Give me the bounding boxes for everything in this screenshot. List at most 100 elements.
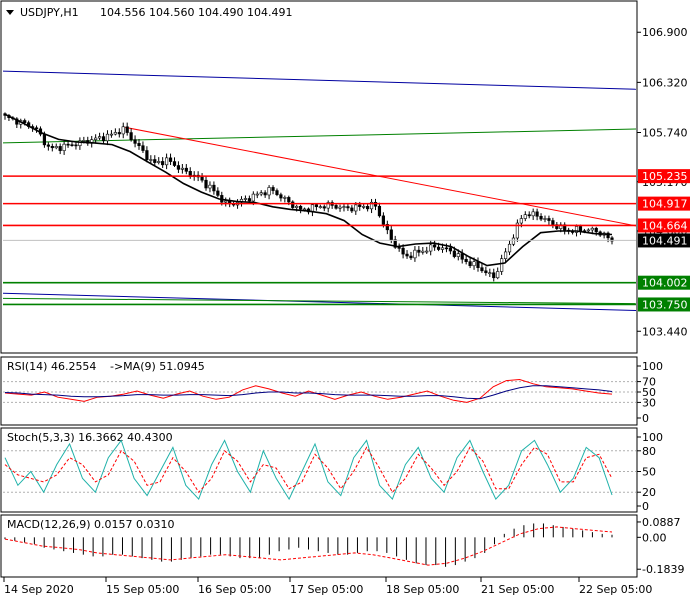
candle-body (299, 205, 303, 210)
axis-tick-label: 70 (642, 376, 656, 389)
candle-body (523, 214, 527, 219)
candle-body (369, 201, 374, 210)
axis-tick-label: 80 (642, 445, 656, 458)
candle-body (165, 157, 169, 166)
green-lower-line (2, 297, 637, 305)
candle-body (161, 161, 165, 166)
stoch-main-line (4, 439, 613, 501)
candle-body (295, 205, 299, 208)
symbol-dropdown-icon[interactable] (6, 10, 14, 15)
candle-body (267, 187, 271, 196)
time-tick-label: 17 Sep 05:00 (290, 583, 363, 596)
candle-body (70, 144, 74, 146)
candle-body (338, 206, 342, 209)
channel-lower-line (2, 292, 637, 312)
candle-body (287, 197, 291, 203)
candle-body (590, 227, 594, 231)
candle-body (488, 272, 492, 275)
level-tag (638, 297, 690, 312)
candle-body (551, 220, 555, 225)
rsi-ma-line (4, 385, 613, 400)
level-label: 104.002 (642, 277, 688, 290)
macd-indicator: 0.0887 0.00 -0.1839 (4, 516, 684, 576)
candle-body (291, 201, 295, 208)
candle-body (535, 211, 539, 217)
candle-body (586, 229, 590, 232)
candle-body (393, 239, 397, 248)
rsi-ma-label: ->MA(9) 51.0945 (110, 360, 205, 373)
candle-body (547, 218, 551, 221)
stoch-panel-frame (0, 427, 638, 513)
candle-body (519, 218, 523, 224)
candle-body (334, 205, 338, 209)
candle-body (184, 167, 188, 172)
rsi-panel-frame (0, 356, 638, 426)
candle-body (180, 167, 184, 170)
candle-body (460, 253, 464, 260)
candle-body (121, 126, 125, 135)
candle-body (318, 206, 322, 208)
current-price-tag (638, 233, 690, 248)
candle-body (578, 226, 583, 232)
price-tick-label: 106.900 (642, 26, 688, 39)
candle-body (606, 232, 610, 239)
candle-body (594, 227, 598, 233)
candle-body (212, 184, 216, 192)
candle-body (66, 143, 70, 146)
candle-body (425, 250, 429, 253)
time-tick-label: 21 Sep 05:00 (481, 583, 554, 596)
axis-tick-label: 0 (642, 412, 649, 425)
candle-body (472, 261, 476, 267)
candle-body (342, 206, 346, 208)
candle-body (389, 229, 393, 240)
candle-body (145, 150, 149, 161)
candle-body (346, 206, 350, 209)
axis-tick-label: 0.0887 (642, 516, 681, 529)
candle-body (405, 253, 409, 257)
symbol-label: USDJPY,H1 (20, 6, 79, 19)
candle-body (574, 226, 579, 233)
axis-tick-label: 20 (642, 486, 656, 499)
candle-body (436, 246, 441, 250)
price-tick-label: 103.440 (642, 325, 688, 338)
candle-body (401, 247, 405, 255)
macd-label: MACD(12,26,9) 0.0157 0.0310 (7, 518, 175, 531)
candle-body (113, 132, 117, 135)
candle-body (421, 250, 425, 253)
axis-tick-label: -0.1839 (642, 563, 684, 576)
candle-body (125, 126, 129, 133)
candle-body (417, 249, 421, 253)
time-axis: 14 Sep 2020 15 Sep 05:00 16 Sep 05:00 17 Se… (3, 577, 652, 596)
time-tick-label: 14 Sep 2020 (4, 583, 74, 596)
candle-body (440, 247, 445, 250)
candle-body (251, 193, 255, 202)
candle-body (464, 258, 468, 262)
candle-body (496, 271, 500, 279)
level-label: 105.235 (642, 170, 688, 183)
price-levels: 105.235 104.917 104.664 104.002 103.750 104.4… (3, 169, 690, 312)
candle-body (157, 161, 161, 163)
time-tick-label: 18 Sep 05:00 (386, 583, 459, 596)
candle-body (105, 133, 110, 142)
rsi-label: RSI(14) 46.2554 (7, 360, 96, 373)
moving-average-line (4, 113, 613, 267)
time-tick-label: 16 Sep 05:00 (198, 583, 271, 596)
candle-body (452, 250, 456, 257)
axis-tick-label: 100 (642, 360, 663, 373)
candle-body (259, 192, 263, 195)
candle-body (255, 193, 259, 196)
candle-body (507, 243, 512, 253)
candle-body (54, 146, 58, 149)
candle-body (168, 157, 173, 162)
candle-body (456, 253, 460, 257)
axis-tick-label: 100 (642, 431, 663, 444)
candle-body (94, 137, 98, 140)
candle-body (444, 247, 449, 250)
candle-body (137, 143, 141, 147)
candle-body (397, 247, 401, 249)
candle-body (409, 255, 413, 259)
axis-tick-label: 0 (642, 500, 649, 513)
candle-body (543, 218, 547, 220)
